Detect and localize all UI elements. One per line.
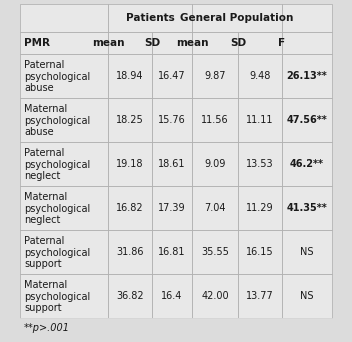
Text: Paternal
psychological
abuse: Paternal psychological abuse — [24, 60, 90, 93]
Bar — [108, 186, 152, 230]
Bar — [238, 142, 282, 186]
Bar — [192, 230, 238, 274]
Text: 16.4: 16.4 — [161, 291, 183, 301]
Text: 11.11: 11.11 — [246, 115, 274, 125]
Bar — [20, 54, 108, 98]
Text: PMR: PMR — [24, 38, 50, 48]
Text: 16.47: 16.47 — [158, 71, 186, 81]
Bar — [20, 4, 108, 32]
Bar — [20, 186, 108, 230]
Text: Paternal
psychological
neglect: Paternal psychological neglect — [24, 148, 90, 181]
Bar — [108, 230, 152, 274]
Bar — [238, 32, 282, 54]
Text: NS: NS — [300, 247, 314, 257]
Text: 13.77: 13.77 — [246, 291, 274, 301]
Text: 16.15: 16.15 — [246, 247, 274, 257]
Bar — [282, 4, 332, 32]
Text: 36.82: 36.82 — [116, 291, 144, 301]
Text: 18.25: 18.25 — [116, 115, 144, 125]
Bar — [282, 186, 332, 230]
Bar — [152, 274, 192, 318]
Text: NS: NS — [300, 291, 314, 301]
Text: SD: SD — [144, 38, 160, 48]
Bar — [108, 32, 152, 54]
Text: F: F — [278, 38, 285, 48]
Text: 13.53: 13.53 — [246, 159, 274, 169]
Text: 18.94: 18.94 — [116, 71, 144, 81]
Text: SD: SD — [230, 38, 246, 48]
Text: General Population: General Population — [180, 13, 294, 23]
Bar — [108, 98, 152, 142]
Text: 11.29: 11.29 — [246, 203, 274, 213]
Text: Maternal
psychological
abuse: Maternal psychological abuse — [24, 104, 90, 137]
Text: 31.86: 31.86 — [116, 247, 144, 257]
Bar — [238, 54, 282, 98]
Bar — [152, 98, 192, 142]
Bar — [238, 274, 282, 318]
Text: mean: mean — [92, 38, 124, 48]
Text: 17.39: 17.39 — [158, 203, 186, 213]
Text: **p>.001: **p>.001 — [24, 323, 70, 333]
Bar — [192, 98, 238, 142]
Text: Paternal
psychological
support: Paternal psychological support — [24, 236, 90, 269]
Bar — [282, 274, 332, 318]
Text: 47.56**: 47.56** — [287, 115, 327, 125]
Bar — [152, 142, 192, 186]
Text: 16.81: 16.81 — [158, 247, 186, 257]
Bar — [152, 54, 192, 98]
Bar — [192, 54, 238, 98]
Text: 26.13**: 26.13** — [287, 71, 327, 81]
Bar — [20, 142, 108, 186]
Bar — [192, 142, 238, 186]
Text: 9.87: 9.87 — [204, 71, 226, 81]
Text: 46.2**: 46.2** — [290, 159, 324, 169]
Text: 15.76: 15.76 — [158, 115, 186, 125]
Text: 16.82: 16.82 — [116, 203, 144, 213]
Text: Patients: Patients — [126, 13, 174, 23]
Text: 11.56: 11.56 — [201, 115, 229, 125]
Bar — [152, 32, 192, 54]
Bar — [282, 98, 332, 142]
Text: mean: mean — [176, 38, 208, 48]
Bar — [192, 186, 238, 230]
Bar — [282, 142, 332, 186]
Text: 9.48: 9.48 — [249, 71, 271, 81]
Bar — [20, 230, 108, 274]
Bar — [282, 54, 332, 98]
Text: Maternal
psychological
support: Maternal psychological support — [24, 280, 90, 313]
Bar — [108, 274, 152, 318]
Bar — [20, 274, 108, 318]
Text: 9.09: 9.09 — [204, 159, 226, 169]
Text: 42.00: 42.00 — [201, 291, 229, 301]
Text: 18.61: 18.61 — [158, 159, 186, 169]
Bar — [192, 4, 282, 32]
Bar — [192, 32, 238, 54]
Bar — [20, 98, 108, 142]
Bar — [238, 98, 282, 142]
Bar — [238, 186, 282, 230]
Bar — [20, 318, 332, 338]
Bar — [20, 32, 108, 54]
Bar — [108, 142, 152, 186]
Text: Maternal
psychological
neglect: Maternal psychological neglect — [24, 192, 90, 225]
Text: 41.35**: 41.35** — [287, 203, 327, 213]
Bar — [192, 274, 238, 318]
Bar — [152, 230, 192, 274]
Bar — [108, 4, 192, 32]
Text: 19.18: 19.18 — [116, 159, 144, 169]
Bar — [238, 230, 282, 274]
Bar — [282, 230, 332, 274]
Bar — [152, 186, 192, 230]
Text: 35.55: 35.55 — [201, 247, 229, 257]
Text: 7.04: 7.04 — [204, 203, 226, 213]
Bar — [282, 32, 332, 54]
Bar — [108, 54, 152, 98]
